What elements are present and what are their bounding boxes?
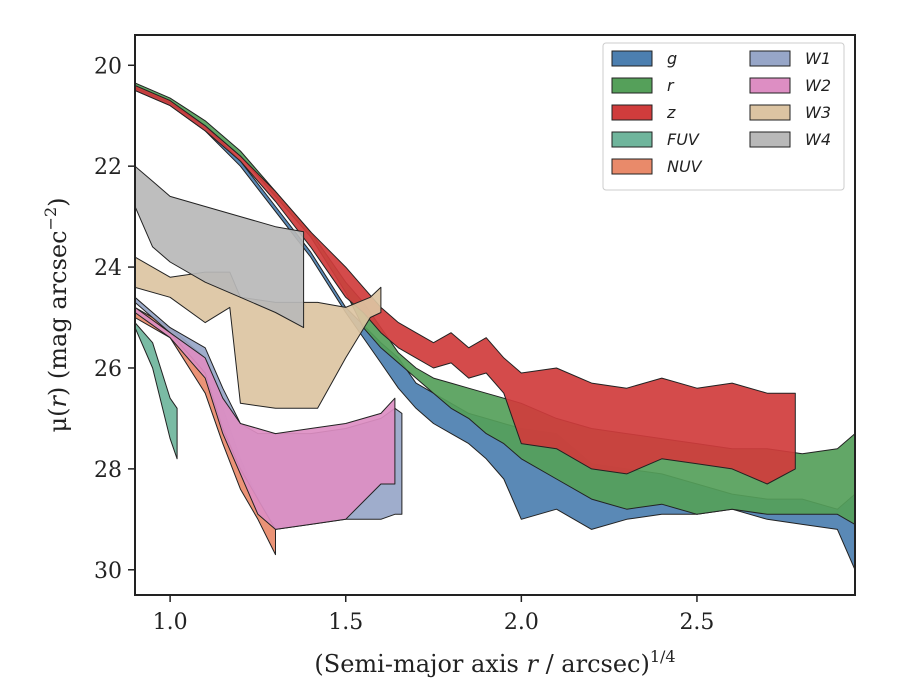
legend-swatch-w2 [749, 77, 791, 94]
legend-swatch-r [611, 77, 653, 94]
legend-label-w3: W3 [805, 103, 831, 122]
y-tick-label: 30 [94, 559, 122, 584]
legend-label-nuv: NUV [667, 157, 703, 176]
x-tick-label: 1.0 [153, 610, 188, 635]
ticks-layer: 1.0 1.5 2.0 2.5 20 22 24 26 28 30 [94, 54, 714, 635]
y-tick-label: 24 [94, 256, 122, 281]
y-tick-label: 20 [94, 54, 122, 79]
legend-swatch-nuv [611, 158, 653, 175]
y-tick-label: 26 [94, 357, 122, 382]
x-tick-label: 1.5 [328, 610, 363, 635]
legend-label-fuv: FUV [667, 130, 700, 149]
plot-frame [134, 34, 856, 596]
legend-swatch-z [611, 104, 653, 121]
band-w4 [135, 165, 305, 329]
legend: grz FUV NUV W1 W2 W3 W4 [602, 42, 845, 191]
legend-label-z: z [666, 103, 676, 122]
series-layer [135, 82, 855, 571]
x-axis-label: (Semi-major axis r / arcsec)1/4 [314, 647, 675, 678]
legend-swatch-g [611, 50, 653, 67]
band-fuv [135, 322, 178, 460]
legend-label-g: g [667, 49, 677, 68]
y-axis-label: μ(r) (mag arcsec−2) [41, 197, 72, 432]
legend-swatch-w3 [749, 104, 791, 121]
y-tick-label: 22 [94, 155, 122, 180]
x-tick-label: 2.0 [504, 610, 539, 635]
y-tick-label: 28 [94, 458, 122, 483]
legend-swatch-w4 [749, 131, 791, 148]
legend-label-r: r [667, 76, 675, 95]
legend-label-w2: W2 [805, 76, 831, 95]
band-w2 [135, 306, 396, 530]
legend-swatch-fuv [611, 131, 653, 148]
legend-swatch-w1 [749, 50, 791, 67]
legend-label-w1: W1 [805, 49, 831, 68]
legend-label-w4: W4 [805, 130, 831, 149]
band-g [135, 85, 855, 571]
x-tick-label: 2.5 [679, 610, 714, 635]
